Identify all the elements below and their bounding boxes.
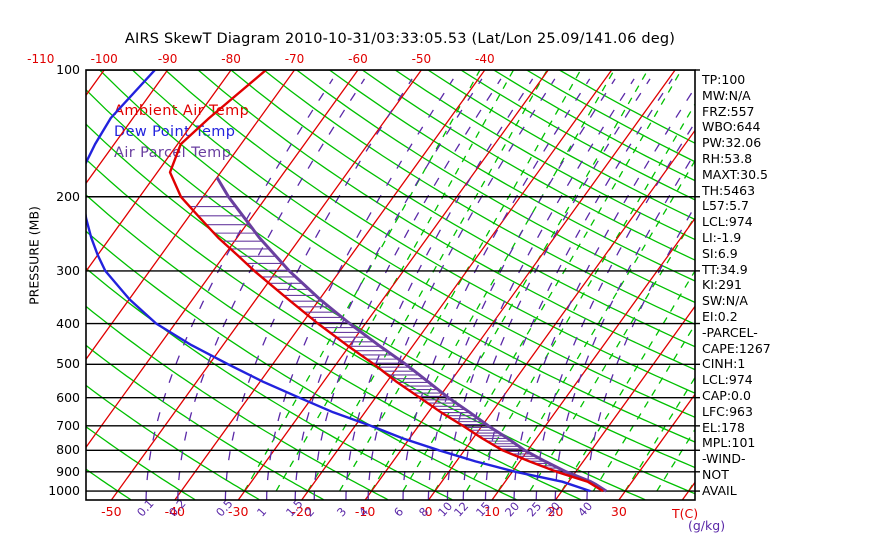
stat-line: CAP:0.0: [702, 388, 751, 403]
pressure-tick: 200: [56, 188, 80, 204]
stat-line: LCL:974: [702, 214, 753, 230]
stat-line: SW:N/A: [702, 293, 748, 309]
top-temp-tick: -90: [157, 52, 178, 66]
pressure-tick: 800: [56, 442, 80, 458]
stat-line: KI:291: [702, 277, 742, 293]
stat-line: MPL:101: [702, 435, 756, 451]
stat-line: NOT: [702, 467, 729, 482]
bottom-temp-tick: -30: [228, 504, 249, 519]
top-temp-tick: -50: [411, 52, 432, 66]
stat-line: EI:0.2: [702, 309, 738, 324]
pressure-tick: 900: [56, 463, 80, 479]
bottom-temp-tick: -40: [164, 504, 186, 519]
pressure-tick: 700: [56, 417, 80, 433]
stat-line: -PARCEL-: [702, 324, 758, 340]
page-title: AIRS SkewT Diagram 2010-10-31/03:33:05.5…: [124, 31, 676, 47]
pressure-tick: 600: [56, 389, 80, 405]
top-temp-tick: -100: [90, 52, 118, 66]
pressure-tick: 400: [56, 315, 80, 331]
stat-line: AVAIL: [702, 482, 737, 498]
top-temp-tick: -40: [475, 52, 495, 66]
bottom-temp-tick: -20: [291, 504, 312, 519]
bottom-temp-tick: -10: [354, 504, 376, 519]
pressure-tick: 1000: [48, 483, 80, 499]
top-temp-tick: -60: [348, 52, 368, 66]
legend-dew-point-temp: Dew Point Temp: [114, 124, 236, 140]
pressure-tick: 300: [56, 262, 80, 278]
stat-line: LCL:974: [702, 372, 753, 388]
top-temp-tick: -110: [27, 52, 55, 66]
stat-line: EL:178: [702, 419, 745, 435]
stat-line: FRZ:557: [702, 103, 755, 119]
x-axis-temp-label: T(C): [672, 506, 699, 521]
stat-line: RH:53.8: [702, 151, 753, 166]
legend-air-parcel-temp: Air Parcel Temp: [114, 145, 232, 161]
stat-line: TH:5463: [702, 182, 756, 198]
stat-line: MAXT:30.5: [702, 166, 768, 182]
stat-line: SI:6.9: [702, 245, 738, 261]
stat-line: LI:-1.9: [702, 230, 742, 245]
stat-line: CAPE:1267: [702, 340, 771, 356]
stat-line: MW:N/A: [702, 87, 751, 103]
bottom-temp-tick: -50: [101, 504, 122, 519]
bottom-temp-tick: 10: [484, 504, 500, 519]
bottom-temp-tick: 20: [547, 504, 564, 519]
stat-line: TP:100: [702, 72, 746, 87]
pressure-tick: 100: [56, 62, 80, 77]
stat-line: PW:32.06: [702, 135, 762, 151]
stat-line: CINH:1: [702, 356, 746, 372]
stat-line: L57:5.7: [702, 198, 749, 214]
stat-line: -WIND-: [702, 451, 746, 467]
stat-line: TT:34.9: [702, 261, 748, 277]
x-axis-mixing-label: (g/kg): [688, 518, 726, 533]
top-temp-tick: -80: [221, 52, 241, 66]
stat-line: LFC:963: [702, 403, 753, 419]
pressure-tick: 500: [56, 356, 80, 372]
top-temp-tick: -70: [284, 52, 305, 66]
bottom-temp-tick: 0: [424, 504, 433, 519]
bottom-temp-tick: 30: [610, 504, 627, 519]
stat-line: WBO:644: [702, 119, 761, 135]
